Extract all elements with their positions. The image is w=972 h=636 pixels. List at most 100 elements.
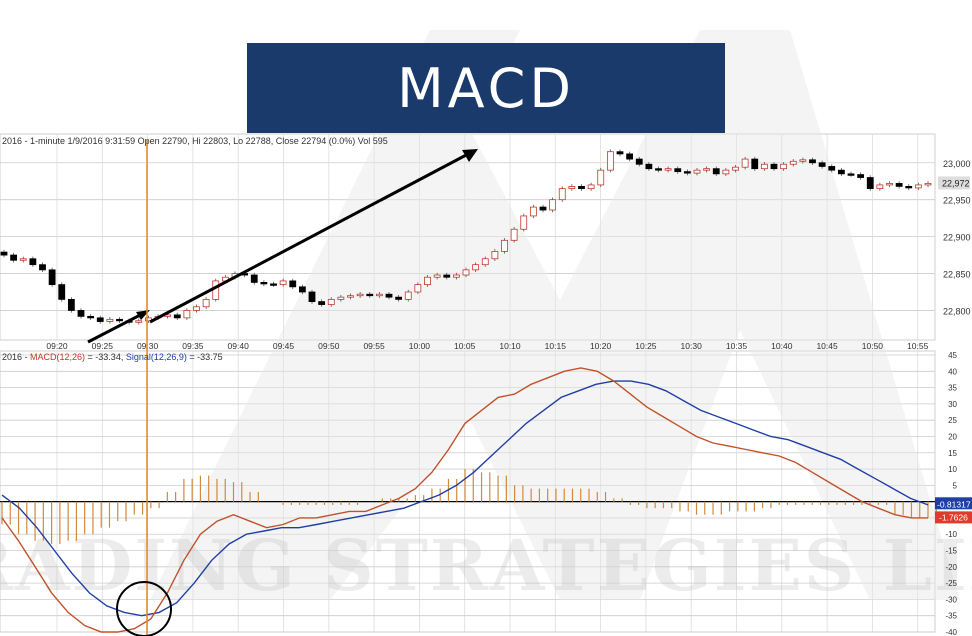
- candle: [375, 293, 383, 297]
- price-tick-label: 22,900: [943, 233, 971, 243]
- candle: [433, 274, 441, 278]
- macd-tick-label: 45: [948, 351, 957, 360]
- candle: [414, 284, 422, 293]
- candle: [366, 293, 374, 297]
- macd-tick-label: 25: [948, 416, 957, 425]
- signal-last-label: -1.7626: [939, 512, 968, 522]
- price-tick-label: 22,800: [943, 306, 971, 316]
- candle: [289, 280, 297, 288]
- signal-line: [1, 380, 929, 617]
- candle: [847, 173, 855, 176]
- candle: [578, 185, 585, 190]
- macd-panel: 454035302520151050-5-10-15-20-25-30-35-4…: [0, 351, 972, 636]
- candle: [606, 151, 614, 171]
- candle: [356, 293, 364, 297]
- candle: [645, 163, 653, 170]
- crossover-circle: [116, 581, 172, 636]
- candle: [876, 184, 884, 190]
- candle: [395, 296, 403, 300]
- candle: [10, 254, 18, 261]
- candle: [751, 158, 759, 170]
- candle: [144, 317, 152, 322]
- candle: [760, 163, 768, 170]
- macd-tick-label: -20: [945, 563, 957, 572]
- candle: [491, 250, 499, 260]
- macd-header-value: = -33.34,: [85, 352, 126, 362]
- candle: [337, 296, 345, 300]
- time-tick-label: 09:45: [273, 341, 295, 351]
- candle: [587, 184, 595, 190]
- price-tick-label: 23,000: [943, 159, 971, 169]
- candle: [250, 274, 258, 283]
- macd-tick-label: -35: [945, 612, 957, 621]
- candle: [298, 286, 306, 293]
- candle: [558, 188, 566, 201]
- candle: [327, 298, 335, 305]
- candle: [347, 295, 354, 298]
- macd-tick-label: 5: [953, 481, 958, 490]
- time-tick-label: 10:15: [545, 341, 567, 351]
- macd-tick-label: -15: [945, 547, 957, 556]
- macd-header-prefix: 2016 -: [2, 352, 31, 362]
- candle: [270, 283, 277, 286]
- candle: [674, 168, 682, 173]
- candle: [58, 284, 66, 300]
- candle: [501, 239, 508, 252]
- time-tick-label: 10:55: [907, 341, 929, 351]
- macd-last-label: -0.81317: [937, 499, 971, 509]
- candle: [212, 280, 220, 300]
- candle: [683, 171, 691, 174]
- candle: [597, 169, 605, 186]
- candle: [472, 264, 480, 271]
- time-tick-label: 10:50: [862, 341, 884, 351]
- last-price-badge: [938, 176, 970, 190]
- time-tick-label: 09:55: [363, 341, 385, 351]
- candle: [722, 169, 730, 175]
- price-header: 2016 - 1-minute 1/9/2016 9:31:59 Open 22…: [2, 136, 388, 146]
- macd-header-label: MACD(12,26): [30, 352, 86, 362]
- macd-header: 2016 - MACD(12,26) = -33.34, Signal(12,2…: [2, 352, 223, 362]
- candle: [732, 166, 739, 171]
- price-panel: 23,000 22,950 22,900 22,850 22,800 09:20 09:25…: [0, 149, 971, 351]
- candle: [780, 163, 788, 170]
- candle: [529, 206, 537, 217]
- price-tick-label: 22,950: [943, 196, 971, 206]
- candle: [443, 274, 451, 278]
- time-tick-label: 09:25: [92, 341, 114, 351]
- time-tick-label: 10:00: [409, 341, 431, 351]
- time-tick-label: 09:35: [182, 341, 204, 351]
- candle: [866, 177, 874, 190]
- candle: [481, 258, 489, 266]
- candle: [905, 185, 913, 189]
- trend-arrow-long-head: [462, 149, 478, 162]
- candle: [712, 168, 720, 175]
- candle: [173, 314, 181, 319]
- macd-tick-label: 15: [948, 449, 957, 458]
- candle: [260, 281, 268, 285]
- watermark-text: LLIS TRADING STRATEGIES LIMITED: [0, 524, 972, 607]
- candle: [655, 168, 662, 171]
- candle: [404, 291, 412, 300]
- candle: [48, 269, 56, 286]
- candle: [67, 298, 75, 311]
- candle: [626, 153, 634, 160]
- candle: [29, 258, 37, 266]
- time-tick-label: 09:20: [46, 341, 68, 351]
- macd-tick-label: -10: [945, 530, 957, 539]
- candle: [809, 159, 816, 164]
- banner-title: MACD: [397, 56, 575, 120]
- candle: [741, 158, 749, 168]
- candle: [549, 199, 557, 211]
- candle: [924, 183, 932, 186]
- candle: [116, 318, 123, 322]
- candle: [385, 293, 393, 298]
- candle: [664, 168, 672, 171]
- macd-tick-label: -25: [945, 579, 957, 588]
- macd-line: [1, 367, 928, 633]
- candle: [914, 184, 922, 189]
- trend-arrow-long: [149, 151, 471, 324]
- price-tick-label: 22,850: [943, 270, 971, 280]
- candle: [135, 320, 143, 323]
- candle: [202, 298, 210, 308]
